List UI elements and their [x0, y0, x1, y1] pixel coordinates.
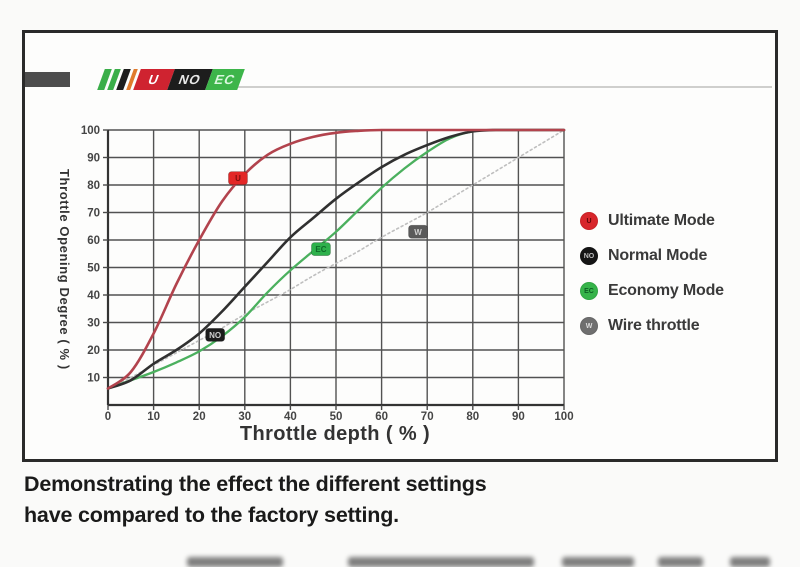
cutoff-text-smudge: [187, 557, 283, 567]
cutoff-text-smudge: [562, 557, 634, 567]
cutoff-text-smudge: [348, 557, 534, 567]
legend-label: Economy Mode: [608, 282, 724, 299]
legend-label: Wire throttle: [608, 317, 700, 334]
legend-item-wire: W Wire throttle: [580, 317, 724, 335]
legend-item-ultimate: U Ultimate Mode: [580, 212, 724, 230]
x-axis-label: Throttle depth ( % ): [239, 423, 431, 445]
ultimate-mode-icon: U: [580, 212, 598, 230]
normal-mode-icon: NO: [580, 247, 598, 265]
wire-throttle-icon: W: [580, 317, 598, 335]
unoec-logo: U NO EC: [97, 69, 245, 90]
figure-caption: Demonstrating the effect the different s…: [24, 469, 624, 531]
logo-underline: [236, 86, 772, 88]
cutoff-text-smudge: [658, 557, 703, 567]
logo-left-bar: [25, 72, 70, 87]
legend-item-economy: EC Economy Mode: [580, 282, 724, 300]
legend-label: Normal Mode: [608, 247, 708, 264]
caption-line-1: Demonstrating the effect the different s…: [24, 472, 487, 496]
y-axis-label: Throttle Opening Degree ( % ): [57, 168, 72, 370]
cutoff-text-smudge: [730, 557, 770, 567]
caption-line-2: have compared to the factory setting.: [24, 503, 399, 527]
legend-label: Ultimate Mode: [608, 212, 715, 229]
chart-legend: U Ultimate Mode NO Normal Mode EC Econom…: [580, 212, 724, 335]
economy-mode-icon: EC: [580, 282, 598, 300]
legend-item-normal: NO Normal Mode: [580, 247, 724, 265]
